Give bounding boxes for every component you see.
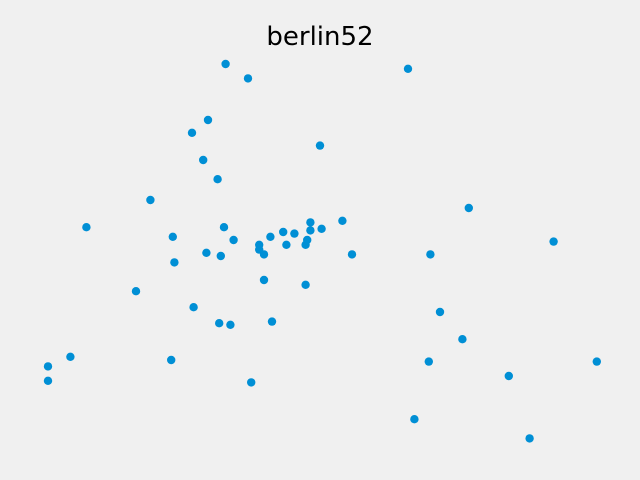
- scatter-point-26: [424, 357, 433, 366]
- scatter-point-29: [247, 378, 256, 387]
- scatter-point-52: [592, 357, 601, 366]
- points-layer: [43, 59, 601, 443]
- scatter-point-3: [146, 195, 155, 205]
- scatter-point-25: [347, 250, 357, 259]
- scatter-point-7: [43, 362, 53, 371]
- scatter-point-28: [435, 307, 445, 317]
- scatter-point-43: [315, 141, 325, 150]
- scatter-point-49: [229, 235, 238, 245]
- scatter-point-42: [66, 352, 75, 361]
- scatter-point-13: [504, 371, 513, 381]
- scatter-point-19: [199, 155, 208, 165]
- scatter-point-6: [317, 224, 326, 233]
- scatter-point-44: [259, 275, 269, 285]
- scatter-point-5: [306, 226, 315, 235]
- scatter-point-15: [306, 218, 315, 227]
- scatter-point-30: [167, 355, 176, 365]
- scatter-point-10: [243, 74, 253, 83]
- scatter-point-31: [170, 258, 179, 267]
- scatter-point-46: [301, 280, 310, 289]
- scatter-point-17: [82, 223, 91, 232]
- scatter-point-21: [131, 287, 141, 296]
- scatter-point-48: [301, 240, 310, 249]
- scatter-point-8: [203, 115, 213, 125]
- scatter-point-36: [255, 240, 264, 249]
- scatter-point-51: [464, 203, 473, 213]
- scatter-point-23: [189, 303, 198, 312]
- scatter-point-50: [226, 320, 235, 329]
- scatter-point-47: [410, 415, 419, 424]
- scatter-point-2: [43, 376, 53, 385]
- scatter-point-27: [458, 335, 467, 344]
- scatter-point-32: [219, 223, 229, 232]
- scatter-point-40: [279, 227, 288, 237]
- scatter-point-12: [426, 250, 435, 259]
- scatter-point-1: [216, 251, 225, 261]
- scatter-point-45: [213, 175, 222, 184]
- scatter-point-22: [202, 248, 211, 257]
- chart-title: berlin52: [266, 22, 374, 52]
- scatter-point-11: [549, 237, 558, 246]
- scatter-point-14: [525, 434, 534, 443]
- scatter-point-9: [221, 59, 230, 69]
- scatter-point-20: [215, 319, 224, 328]
- scatter-point-4: [338, 216, 347, 225]
- scatter-point-39: [266, 232, 275, 241]
- scatter-point-18: [168, 232, 177, 241]
- scatter-point-37: [282, 240, 291, 249]
- scatter-point-38: [290, 229, 299, 238]
- scatter-point-33: [403, 64, 413, 74]
- scatter-point-41: [187, 128, 197, 137]
- scatter-point-16: [267, 317, 277, 326]
